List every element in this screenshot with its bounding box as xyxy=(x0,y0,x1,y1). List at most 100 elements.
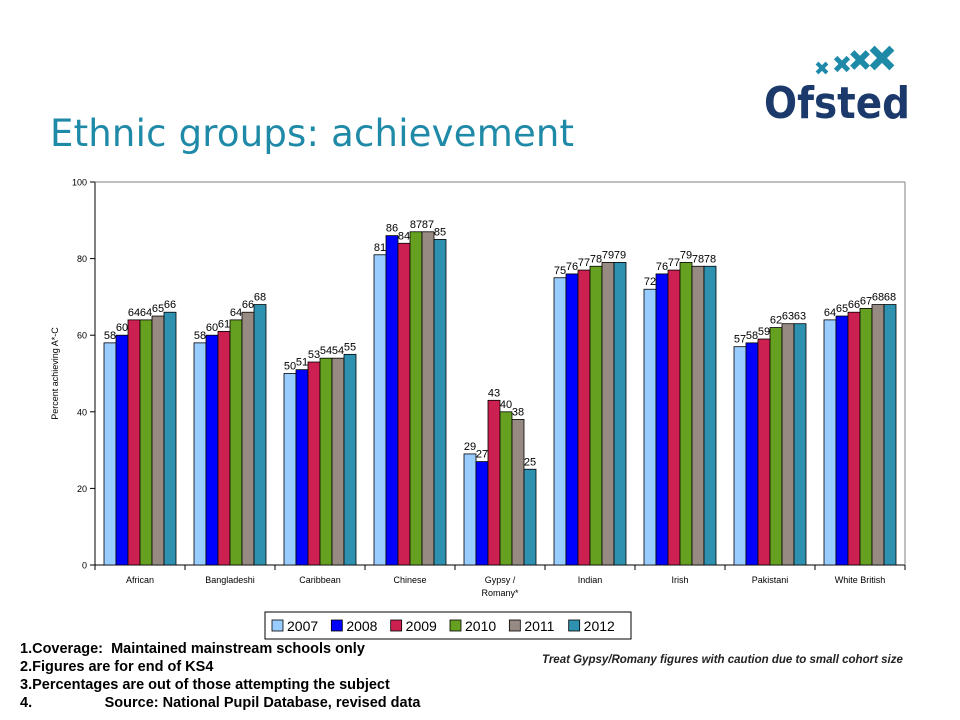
legend-label: 2009 xyxy=(406,618,437,634)
bar-value-label: 62 xyxy=(770,315,782,327)
bar xyxy=(103,342,117,566)
bar-value-label: 66 xyxy=(164,299,176,311)
bar-value-label: 84 xyxy=(398,230,410,242)
bar xyxy=(397,242,411,566)
legend-swatch xyxy=(330,619,343,632)
bar-value-label: 87 xyxy=(410,219,422,231)
y-tick-label: 40 xyxy=(77,407,87,417)
bar xyxy=(757,338,771,566)
bar xyxy=(655,273,669,566)
bar-value-label: 27 xyxy=(476,449,488,461)
bar-value-label: 78 xyxy=(590,253,602,265)
bar xyxy=(835,315,849,566)
bar xyxy=(511,419,525,566)
bar-value-label: 53 xyxy=(308,349,320,361)
bar xyxy=(499,411,513,566)
bar-value-label: 58 xyxy=(194,330,206,342)
bar xyxy=(115,334,129,566)
bar-value-label: 68 xyxy=(254,292,266,304)
legend-label: 2012 xyxy=(584,618,615,634)
bar-value-label: 65 xyxy=(152,303,164,315)
bar xyxy=(205,334,219,566)
logo-stars-icon xyxy=(815,45,895,75)
bar-value-label: 76 xyxy=(566,261,578,273)
bar-value-label: 72 xyxy=(644,276,656,288)
x-category-label: African xyxy=(126,575,154,585)
bar xyxy=(553,277,567,566)
bar-value-label: 65 xyxy=(836,303,848,315)
bar xyxy=(253,304,267,566)
legend-label: 2008 xyxy=(346,618,377,634)
bar xyxy=(781,323,795,566)
bar xyxy=(703,265,717,566)
bar-value-label: 54 xyxy=(332,345,344,357)
bar xyxy=(433,239,447,566)
bar-value-label: 59 xyxy=(758,326,770,338)
bar xyxy=(643,288,657,566)
bar-value-label: 51 xyxy=(296,357,308,369)
y-tick-label: 80 xyxy=(77,254,87,264)
bar xyxy=(127,319,141,566)
bar-value-label: 75 xyxy=(554,265,566,277)
y-axis-label: Percent achieving A*-C xyxy=(50,327,60,420)
bar-value-label: 64 xyxy=(128,307,140,319)
bar-value-label: 58 xyxy=(104,330,116,342)
legend-label: 2011 xyxy=(524,618,554,634)
bar-value-label: 67 xyxy=(860,295,872,307)
bar xyxy=(793,323,807,566)
footnotes: 1.Coverage: Maintained mainstream school… xyxy=(20,640,421,712)
x-category-label: Caribbean xyxy=(299,575,341,585)
bar xyxy=(409,231,423,566)
bar xyxy=(463,453,477,566)
bar-value-label: 54 xyxy=(320,345,332,357)
bar xyxy=(733,346,747,566)
bar-value-label: 78 xyxy=(704,253,716,265)
bar xyxy=(691,265,705,566)
ofsted-logo: Ofsted xyxy=(760,38,920,129)
legend-label: 2010 xyxy=(465,618,496,634)
bar-value-label: 66 xyxy=(848,299,860,311)
bar-value-label: 66 xyxy=(242,299,254,311)
bar xyxy=(523,468,537,566)
bar-value-label: 55 xyxy=(344,341,356,353)
bar-value-label: 60 xyxy=(116,322,128,334)
legend-swatch xyxy=(508,619,521,632)
bar xyxy=(565,273,579,566)
bar xyxy=(151,315,165,566)
bar xyxy=(823,319,837,566)
bar-value-label: 63 xyxy=(782,311,794,323)
legend-swatch xyxy=(449,619,462,632)
bar-value-label: 25 xyxy=(524,456,536,468)
x-category-label: Bangladeshi xyxy=(205,575,255,585)
bar xyxy=(745,342,759,566)
bar xyxy=(319,357,333,566)
bar-value-label: 78 xyxy=(692,253,704,265)
y-tick-label: 0 xyxy=(82,561,87,571)
bar xyxy=(421,231,435,566)
x-category-label: Pakistani xyxy=(752,575,789,585)
bar-value-label: 77 xyxy=(668,257,680,269)
logo-wordmark: Ofsted xyxy=(764,78,910,128)
y-tick-label: 60 xyxy=(77,331,87,341)
bar xyxy=(331,357,345,566)
bar xyxy=(139,319,153,566)
bar xyxy=(475,461,489,566)
bar xyxy=(871,304,885,566)
bar-value-label: 64 xyxy=(140,307,152,319)
bar-value-label: 68 xyxy=(872,292,884,304)
bar xyxy=(577,269,591,566)
bar-value-label: 79 xyxy=(680,249,692,261)
page-title: Ethnic groups: achievement xyxy=(50,112,575,155)
bar-value-label: 61 xyxy=(218,318,230,330)
footnote-coverage: 1.Coverage: Maintained mainstream school… xyxy=(20,641,365,657)
bar xyxy=(193,342,207,566)
bar-value-label: 79 xyxy=(614,249,626,261)
bar xyxy=(217,330,231,566)
bar xyxy=(343,353,357,566)
bar-value-label: 77 xyxy=(578,257,590,269)
bar xyxy=(613,262,627,566)
footnote-ks4: 2.Figures are for end of KS4 xyxy=(20,659,214,675)
bar xyxy=(847,311,861,566)
bar-value-label: 81 xyxy=(374,242,386,254)
bar xyxy=(601,262,615,566)
